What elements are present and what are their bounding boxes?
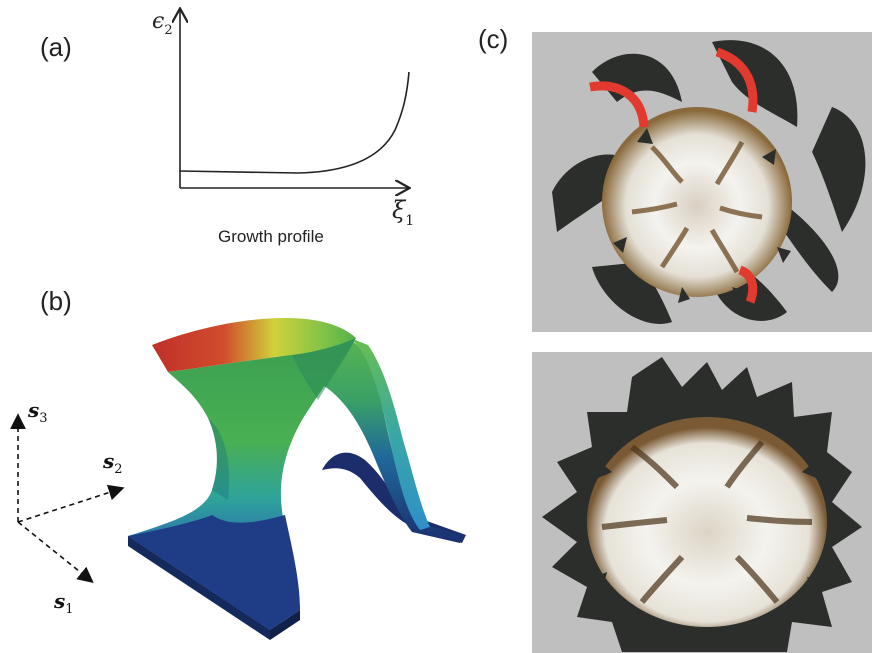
shell-photo-top xyxy=(532,32,872,332)
growth-curve xyxy=(179,71,410,174)
shell-photo-bottom xyxy=(532,352,872,653)
panel-label-a: (a) xyxy=(40,32,72,62)
s1-label: s1 xyxy=(53,589,74,617)
x-axis-label: ξ1 xyxy=(392,196,414,229)
panel-label-b: (b) xyxy=(40,286,72,316)
panel-label-c: (c) xyxy=(478,24,509,54)
s2-label: s2 xyxy=(102,449,123,477)
plot-caption: Growth profile xyxy=(218,227,324,246)
y-axis-label: ϵ2 xyxy=(152,9,173,38)
s3-label: s3 xyxy=(27,398,48,426)
s1-arrow xyxy=(17,521,94,584)
